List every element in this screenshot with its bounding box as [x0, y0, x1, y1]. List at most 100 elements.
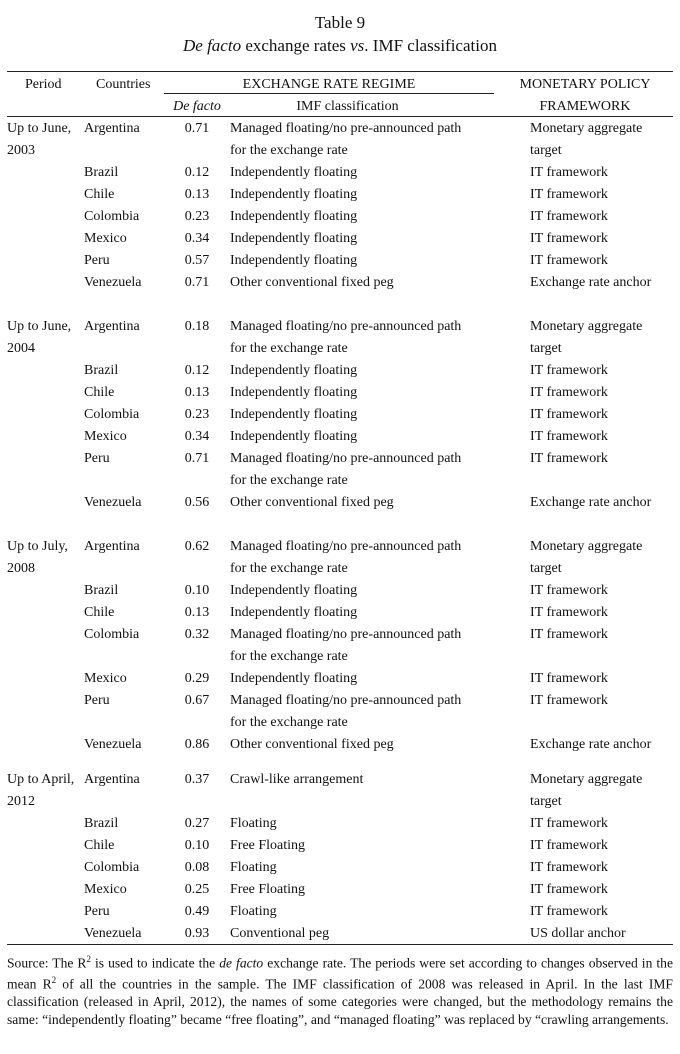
- top-rule: [7, 71, 673, 72]
- imf-line: for the exchange rate: [230, 473, 348, 488]
- framework-cell: Exchange rate anchor: [530, 734, 651, 756]
- imf-line: Crawl-like arrangement: [230, 772, 364, 787]
- framework-line: IT framework: [530, 231, 608, 246]
- country-cell: Peru: [84, 451, 110, 466]
- table-row: Chile 0.13 Independently floating IT framew…: [0, 382, 680, 404]
- framework-line: IT framework: [530, 671, 608, 686]
- table-row: Mexico 0.29 Independently floating IT frame…: [0, 668, 680, 690]
- imf-line: Floating: [230, 860, 277, 875]
- imf-line: Managed floating/no pre-announced path: [230, 627, 462, 642]
- framework-cell: Monetary aggregate target: [530, 316, 642, 360]
- header-defacto: De facto: [173, 99, 221, 114]
- imf-classification-cell: Independently floating: [230, 580, 357, 602]
- caption-italic: De facto: [183, 36, 242, 55]
- country-cell: Peru: [84, 693, 110, 708]
- framework-cell: Exchange rate anchor: [530, 492, 651, 514]
- framework-cell: IT framework: [530, 690, 608, 712]
- period-line: Up to June,: [7, 319, 72, 334]
- period-line: Up to April,: [7, 772, 75, 787]
- country-cell: Brazil: [84, 816, 119, 831]
- framework-line: Monetary aggregate: [530, 539, 643, 554]
- table-row: Brazil 0.27 Floating IT framework: [0, 813, 680, 835]
- imf-line: Independently floating: [230, 671, 358, 686]
- defacto-cell: 0.71: [184, 275, 210, 290]
- framework-cell: IT framework: [530, 382, 608, 404]
- table-body: Up to June, 2003 Argentina 0.71 Managed floa…: [0, 118, 680, 945]
- country-cell: Chile: [84, 605, 115, 620]
- imf-classification-cell: Other conventional fixed peg: [230, 272, 394, 294]
- imf-classification-cell: Managed floating/no pre-announced path fo…: [230, 448, 461, 492]
- country-cell: Argentina: [84, 539, 140, 554]
- framework-line: target: [530, 143, 562, 158]
- imf-classification-cell: Floating: [230, 901, 277, 923]
- table-row: Chile 0.13 Independently floating IT framew…: [0, 184, 680, 206]
- imf-line: Free Floating: [230, 838, 306, 853]
- imf-line: Managed floating/no pre-announced path: [230, 319, 462, 334]
- framework-cell: IT framework: [530, 250, 608, 272]
- imf-line: Other conventional fixed peg: [230, 495, 394, 510]
- framework-line: IT framework: [530, 583, 608, 598]
- framework-cell: Monetary aggregate target: [530, 118, 642, 162]
- framework-line: IT framework: [530, 627, 608, 642]
- table-caption: De facto exchange rates vs. IMF classifi…: [0, 34, 680, 57]
- imf-classification-cell: Managed floating/no pre-announced path fo…: [230, 536, 461, 580]
- table-row: Mexico 0.34 Independently floating IT frame…: [0, 228, 680, 250]
- group-spacer: [0, 756, 680, 769]
- imf-line: Independently floating: [230, 231, 358, 246]
- framework-line: IT framework: [530, 187, 608, 202]
- imf-line: Independently floating: [230, 605, 358, 620]
- table-row: Chile 0.10 Free Floating IT framework: [0, 835, 680, 857]
- framework-line: IT framework: [530, 838, 608, 853]
- imf-line: Independently floating: [230, 253, 358, 268]
- imf-classification-cell: Managed floating/no pre-announced path fo…: [230, 316, 461, 360]
- imf-line: Independently floating: [230, 407, 358, 422]
- header-rule: [7, 116, 673, 117]
- country-cell: Venezuela: [84, 275, 142, 290]
- table-row: Chile 0.13 Independently floating IT framew…: [0, 602, 680, 624]
- header-framework-1: MONETARY POLICY: [519, 77, 651, 92]
- imf-classification-cell: Crawl-like arrangement: [230, 769, 363, 791]
- framework-cell: IT framework: [530, 668, 608, 690]
- country-cell: Chile: [84, 838, 115, 853]
- table-row: Up to June, 2004 Argentina 0.18 Managed floa…: [0, 316, 680, 360]
- defacto-cell: 0.34: [184, 429, 210, 444]
- period-line: 2004: [7, 341, 35, 356]
- imf-classification-cell: Managed floating/no pre-announced path fo…: [230, 624, 461, 668]
- country-cell: Colombia: [84, 407, 140, 422]
- framework-cell: IT framework: [530, 835, 608, 857]
- country-cell: Brazil: [84, 583, 119, 598]
- imf-line: Independently floating: [230, 363, 358, 378]
- imf-classification-cell: Managed floating/no pre-announced path fo…: [230, 118, 461, 162]
- imf-line: Other conventional fixed peg: [230, 275, 394, 290]
- header-framework-2: FRAMEWORK: [539, 99, 631, 114]
- table-row: Brazil 0.10 Independently floating IT frame…: [0, 580, 680, 602]
- imf-classification-cell: Independently floating: [230, 426, 357, 448]
- framework-line: IT framework: [530, 385, 608, 400]
- framework-line: IT framework: [530, 363, 608, 378]
- imf-line: for the exchange rate: [230, 649, 348, 664]
- framework-line: Monetary aggregate: [530, 772, 643, 787]
- group-spacer: [0, 514, 680, 536]
- country-cell: Chile: [84, 187, 115, 202]
- caption-vs: vs: [350, 36, 365, 55]
- framework-line: IT framework: [530, 693, 608, 708]
- country-cell: Brazil: [84, 165, 119, 180]
- caption-end: . IMF classification: [364, 36, 497, 55]
- period-line: 2003: [7, 143, 35, 158]
- defacto-cell: 0.13: [184, 385, 210, 400]
- bottom-rule: [7, 944, 673, 945]
- header-imf: IMF classification: [296, 99, 399, 114]
- table-row: Mexico 0.34 Independently floating IT frame…: [0, 426, 680, 448]
- table-row: Up to July, 2008 Argentina 0.62 Managed floa…: [0, 536, 680, 580]
- framework-cell: IT framework: [530, 360, 608, 382]
- country-cell: Venezuela: [84, 495, 142, 510]
- imf-classification-cell: Independently floating: [230, 668, 357, 690]
- defacto-cell: 0.12: [184, 165, 210, 180]
- defacto-cell: 0.57: [184, 253, 210, 268]
- note-text: Source: The R: [7, 955, 87, 971]
- table-row: Venezuela 0.56 Other conventional fixed pe…: [0, 492, 680, 514]
- framework-line: IT framework: [530, 451, 608, 466]
- imf-classification-cell: Independently floating: [230, 602, 357, 624]
- defacto-cell: 0.56: [184, 495, 210, 510]
- imf-classification-cell: Independently floating: [230, 184, 357, 206]
